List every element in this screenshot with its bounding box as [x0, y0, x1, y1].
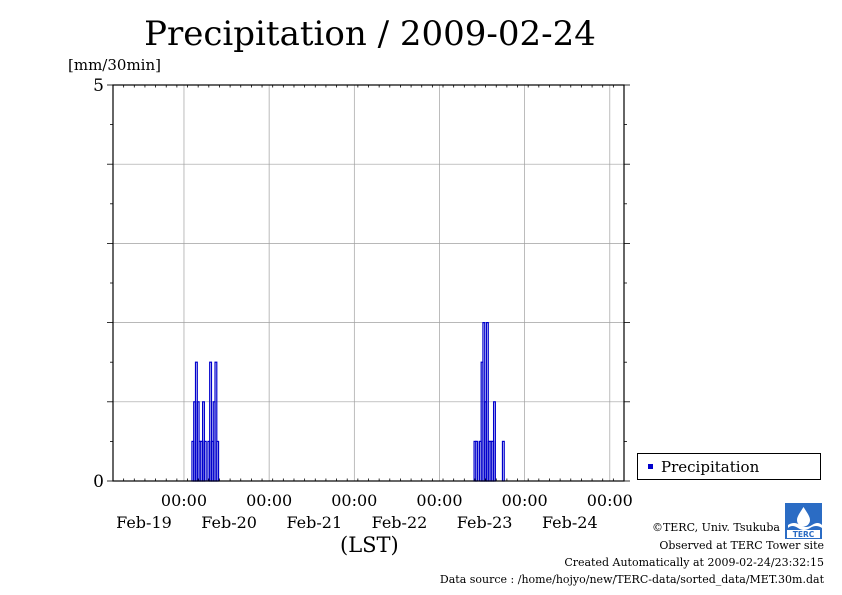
y-tick-label: 5 — [93, 76, 104, 96]
precipitation-bar — [216, 440, 220, 482]
y-axis-unit-label: [mm/30min] — [68, 56, 161, 74]
x-tick-time-label: 00:00 — [331, 491, 377, 510]
x-tick-date-label: Feb-24 — [542, 513, 598, 532]
logo-lettering: TERC — [793, 530, 815, 539]
x-tick-date-label: Feb-21 — [286, 513, 342, 532]
footer-copyright: ©TERC, Univ. Tsukuba — [651, 521, 780, 534]
x-tick-time-label: 00:00 — [161, 491, 207, 510]
footer-created: Created Automatically at 2009-02-24/23:3… — [564, 556, 824, 569]
terc-logo-icon: TERC — [785, 503, 822, 539]
x-tick-time-label: 00:00 — [502, 491, 548, 510]
y-tick-label: 0 — [93, 472, 104, 492]
plot-axes: 0 5 00:00 Feb-19 00:00 Feb-20 00:00 Feb-21 00:00… — [93, 76, 633, 532]
x-tick-date-label: Feb-22 — [372, 513, 428, 532]
grid-lines — [113, 85, 624, 481]
plot-frame — [112, 84, 625, 482]
footer-source: Data source : /home/hojyo/new/TERC-data/… — [439, 573, 824, 586]
precipitation-bar — [492, 401, 496, 482]
legend-label: Precipitation — [661, 457, 760, 476]
precipitation-bar — [203, 440, 207, 482]
legend-swatch — [648, 464, 653, 469]
x-tick-time-label: 00:00 — [416, 491, 462, 510]
x-tick-date-label: Feb-20 — [201, 513, 257, 532]
precipitation-bar — [475, 440, 479, 482]
footer-site: Observed at TERC Tower site — [659, 539, 824, 552]
x-axis-unit-label: (LST) — [340, 533, 399, 557]
x-tick-time-label: 00:00 — [246, 491, 292, 510]
x-tick-time-label: 00:00 — [587, 491, 633, 510]
x-tick-date-label: Feb-19 — [116, 513, 172, 532]
chart-title: Precipitation / 2009-02-24 — [144, 14, 596, 54]
chart-legend: Precipitation — [637, 453, 821, 480]
precipitation-bar — [501, 440, 505, 482]
x-tick-date-label: Feb-23 — [457, 513, 513, 532]
